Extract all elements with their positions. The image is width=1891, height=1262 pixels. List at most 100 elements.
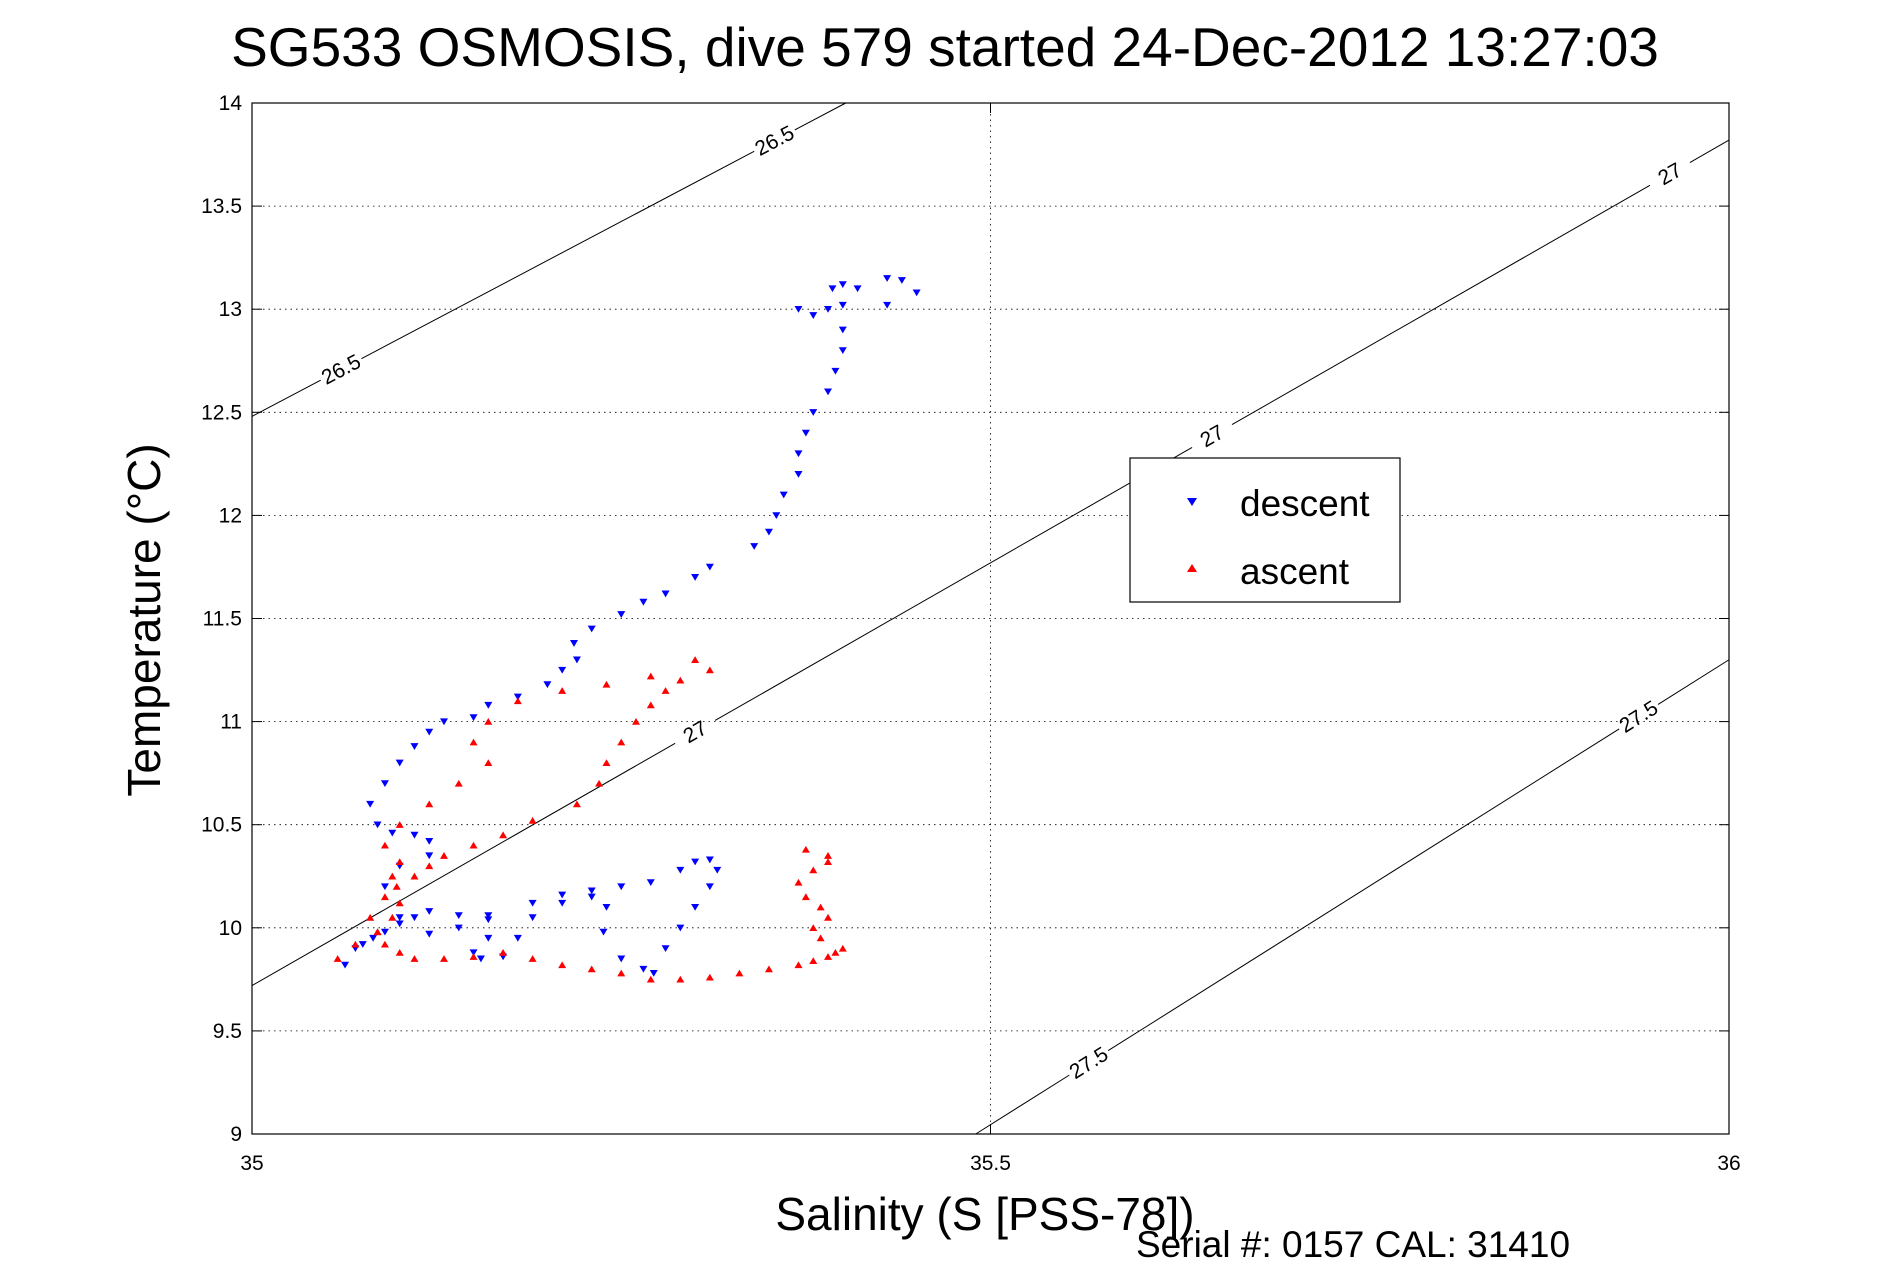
data-point-descent (646, 879, 655, 887)
data-point-ascent (469, 841, 478, 849)
data-point-descent (373, 821, 382, 829)
data-point-descent (853, 285, 862, 293)
data-point-descent (599, 928, 608, 936)
data-point-ascent (809, 924, 818, 931)
data-point-ascent (469, 953, 478, 960)
data-point-descent (558, 666, 567, 674)
data-point-ascent (395, 948, 404, 956)
data-point-ascent (373, 928, 382, 936)
y-tick-label: 11 (220, 711, 242, 734)
data-point-descent (794, 306, 803, 313)
data-point-descent (410, 831, 419, 839)
data-point-descent (380, 883, 389, 891)
data-point-ascent (440, 955, 449, 962)
data-point-descent (691, 574, 700, 581)
data-point-ascent (838, 944, 847, 952)
data-point-ascent (558, 687, 567, 694)
contour-line-26.5 (361, 150, 755, 360)
data-point-descent (587, 893, 596, 901)
y-tick-label: 13 (219, 298, 242, 321)
data-point-ascent (366, 913, 375, 921)
y-tick-label: 12.5 (201, 401, 242, 424)
data-point-descent (831, 367, 840, 375)
data-point-ascent (764, 965, 773, 973)
data-point-ascent (661, 687, 670, 694)
data-point-ascent (824, 913, 833, 921)
data-point-descent (410, 743, 419, 750)
data-point-ascent (395, 899, 404, 907)
data-point-ascent (380, 841, 389, 849)
contour-line-27 (714, 447, 1193, 721)
data-point-descent (639, 598, 648, 606)
data-point-descent (425, 930, 434, 938)
data-point-descent (809, 409, 818, 416)
contour-line-27.5 (975, 1074, 1070, 1135)
data-point-ascent (388, 872, 397, 880)
data-point-ascent (705, 666, 714, 674)
data-point-descent (676, 924, 685, 932)
x-tick-label: 36 (1717, 1152, 1740, 1175)
data-point-descent (341, 961, 350, 969)
contour-label: 27.5 (1066, 1043, 1113, 1084)
data-point-ascent (454, 779, 463, 787)
data-point-descent (569, 640, 578, 647)
y-tick-label: 9 (230, 1123, 242, 1146)
data-point-descent (809, 312, 818, 319)
data-point-descent (617, 955, 626, 963)
contour-line-27 (1689, 139, 1730, 163)
data-point-ascent (794, 878, 803, 886)
contour-line-27 (251, 742, 676, 986)
data-point-descent (691, 858, 700, 866)
legend-marker-ascent (1187, 564, 1197, 572)
data-point-ascent (602, 680, 611, 688)
series-ascent (333, 656, 847, 983)
data-point-descent (801, 429, 810, 437)
data-point-descent (897, 277, 906, 284)
data-point-descent (558, 891, 567, 899)
data-point-descent (425, 908, 434, 915)
data-point-descent (705, 883, 714, 891)
data-point-descent (705, 856, 714, 864)
data-point-descent (528, 914, 537, 922)
data-point-descent (528, 899, 537, 907)
data-point-ascent (395, 821, 404, 828)
chart-title: SG533 OSMOSIS, dive 579 started 24-Dec-2… (231, 16, 1659, 78)
data-point-descent (661, 590, 670, 598)
contour-label: 26.5 (318, 350, 365, 389)
data-point-ascent (513, 697, 522, 705)
data-point-descent (484, 912, 493, 920)
data-point-ascent (469, 738, 478, 746)
data-point-ascent (499, 948, 508, 956)
data-point-descent (380, 928, 389, 936)
y-tick-label: 10 (219, 917, 242, 940)
data-series (333, 275, 921, 983)
data-point-ascent (595, 779, 604, 787)
data-point-ascent (351, 940, 360, 948)
data-point-ascent (484, 718, 493, 725)
contour-label: 26.5 (751, 121, 798, 160)
data-point-descent (369, 934, 378, 942)
data-point-descent (469, 714, 478, 722)
data-point-ascent (388, 913, 397, 921)
data-point-descent (838, 301, 847, 309)
data-point-descent (883, 301, 892, 309)
data-point-descent (454, 912, 463, 920)
data-point-descent (380, 780, 389, 788)
data-point-descent (454, 924, 463, 932)
data-point-ascent (676, 975, 685, 983)
data-point-ascent (395, 858, 404, 866)
data-point-descent (388, 829, 397, 837)
data-point-descent (484, 934, 493, 942)
data-point-ascent (801, 845, 810, 853)
data-point-ascent (691, 656, 700, 663)
data-point-descent (484, 701, 493, 709)
contour-line-27 (1231, 184, 1651, 426)
data-point-descent (425, 837, 434, 845)
y-axis-label: Temperature (°C) (118, 443, 170, 796)
data-point-ascent (816, 934, 825, 942)
data-point-ascent (735, 969, 744, 977)
data-point-descent (395, 914, 404, 922)
x-axis-label: Salinity (S [PSS-78]) (775, 1188, 1194, 1240)
data-point-ascent (801, 893, 810, 901)
data-point-descent (395, 759, 404, 767)
